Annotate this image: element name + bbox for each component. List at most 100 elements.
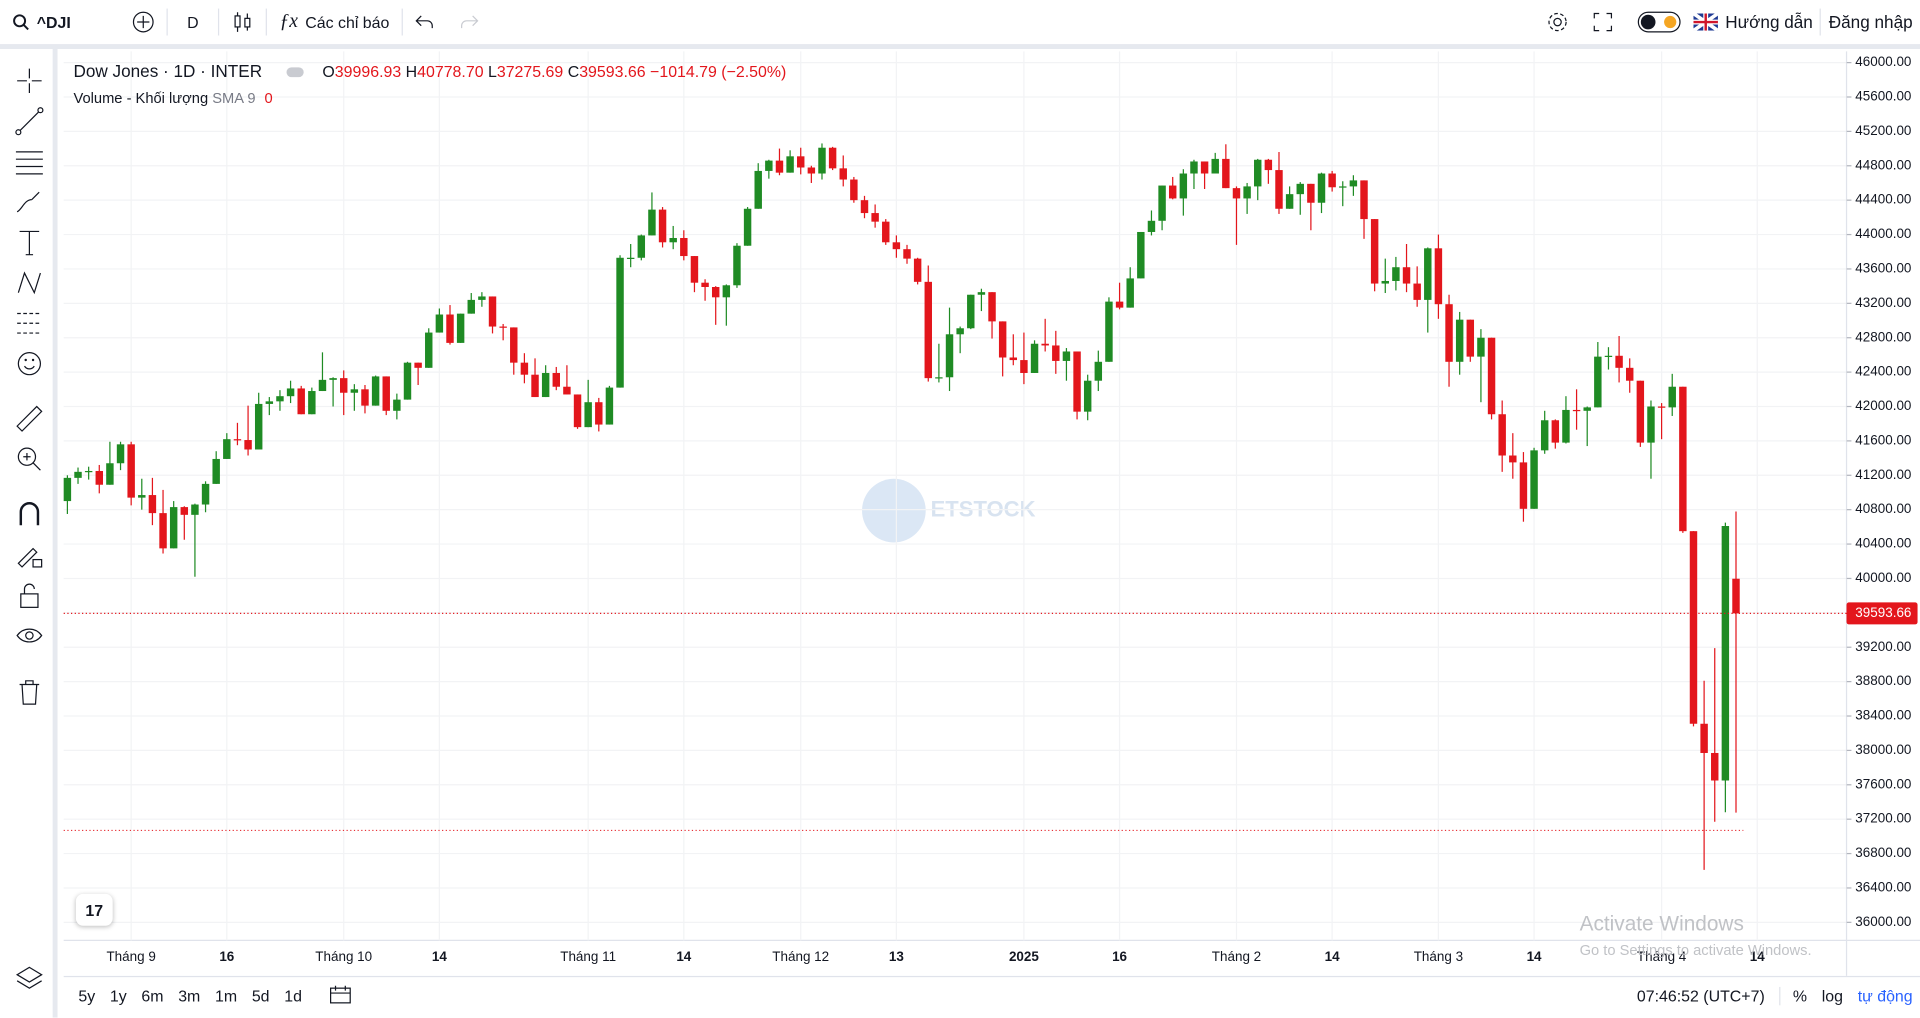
y-tick-label: 39200.00 xyxy=(1855,639,1911,654)
x-tick-label: Tháng 4 xyxy=(1637,949,1687,964)
candle-body xyxy=(1009,357,1018,361)
candle-body xyxy=(254,403,263,450)
candle-body xyxy=(63,477,72,502)
candle-body xyxy=(1679,386,1687,532)
candle-body xyxy=(371,376,380,406)
candle-body xyxy=(488,296,497,327)
fib-tool[interactable] xyxy=(15,147,44,176)
candle-body xyxy=(605,387,614,425)
candle-body xyxy=(520,362,529,375)
range-button[interactable]: 1m xyxy=(215,986,238,1006)
crosshair-tool[interactable] xyxy=(15,66,44,95)
range-button[interactable]: 5y xyxy=(78,986,96,1006)
legend-toggle[interactable] xyxy=(286,67,304,78)
legend-h: H xyxy=(405,62,418,81)
range-button[interactable]: 6m xyxy=(141,986,164,1006)
delete-tool[interactable] xyxy=(15,677,44,706)
theme-toggle[interactable] xyxy=(1637,11,1681,33)
candle-body xyxy=(977,292,986,295)
range-button[interactable]: 1y xyxy=(109,986,127,1006)
candle-body xyxy=(1562,409,1570,443)
candle-body xyxy=(244,440,252,450)
candle-body xyxy=(393,399,401,411)
redo[interactable] xyxy=(459,13,479,30)
range-button[interactable]: 5d xyxy=(251,986,270,1006)
candle-body xyxy=(860,200,869,214)
date-range-button[interactable] xyxy=(329,984,351,1007)
indicators-button[interactable]: ƒx Các chỉ báo xyxy=(279,11,389,33)
candle-body xyxy=(212,458,220,484)
candle-body xyxy=(95,470,103,485)
interval[interactable]: D xyxy=(187,12,199,32)
legend-c: C xyxy=(567,62,580,81)
candle-body xyxy=(1477,337,1485,357)
magnet-tool[interactable] xyxy=(15,500,44,529)
ohlc-legend: Dow Jones · 1D · INTER O39996.93 H40778.… xyxy=(73,61,786,81)
y-tick-label: 45600.00 xyxy=(1855,89,1911,104)
separator xyxy=(1820,8,1822,36)
symbol-search[interactable]: ^DJI xyxy=(12,13,71,31)
candle-body xyxy=(159,513,167,549)
zoom-tool[interactable] xyxy=(15,444,44,473)
price-label-box xyxy=(1846,602,1918,625)
tv-logo[interactable]: 17 xyxy=(75,893,113,926)
candle-body xyxy=(1647,406,1655,443)
ruler-tool[interactable] xyxy=(15,404,44,433)
auto-button[interactable]: tự động xyxy=(1857,986,1913,1006)
text-tool[interactable] xyxy=(15,228,44,257)
candle-body xyxy=(467,299,475,314)
symbol: ^DJI xyxy=(36,12,71,32)
y-tick-label: 44000.00 xyxy=(1855,226,1911,241)
fx-icon: ƒx xyxy=(279,11,298,32)
legend-o: O xyxy=(322,62,335,81)
layers-tool[interactable] xyxy=(15,964,44,993)
candle-body xyxy=(743,208,752,246)
candle-body xyxy=(956,328,964,335)
undo[interactable] xyxy=(415,13,435,30)
y-tick-label: 36800.00 xyxy=(1855,845,1911,860)
candle-body xyxy=(807,167,816,174)
candle-body xyxy=(733,245,741,286)
brush-tool[interactable] xyxy=(15,187,44,216)
candle-body xyxy=(1721,526,1730,781)
candle-body xyxy=(711,286,720,298)
search-icon xyxy=(13,14,29,31)
y-tick-label: 44400.00 xyxy=(1855,192,1911,207)
settings[interactable] xyxy=(1547,11,1569,33)
lock-tool[interactable] xyxy=(15,580,44,609)
x-tick-label: 14 xyxy=(1527,949,1542,964)
add-symbol[interactable] xyxy=(132,11,154,33)
candle-body xyxy=(1264,159,1273,171)
percent-button[interactable]: % xyxy=(1779,986,1807,1006)
log-button[interactable]: log xyxy=(1821,986,1844,1006)
fullscreen[interactable] xyxy=(1593,12,1613,32)
candle-body xyxy=(1317,173,1326,203)
login[interactable]: Đăng nhập xyxy=(1828,12,1913,32)
legend-l: L xyxy=(487,62,497,81)
candle-body xyxy=(191,504,199,515)
candle-body xyxy=(1179,173,1188,199)
candle-body xyxy=(510,327,518,363)
volume-label: Volume - Khối lượng xyxy=(73,89,209,107)
y-tick-label: 37600.00 xyxy=(1855,776,1911,791)
guide[interactable]: Hướng dẫn xyxy=(1693,12,1813,32)
separator xyxy=(166,8,168,36)
chart-style[interactable] xyxy=(232,11,254,33)
prediction-tool[interactable] xyxy=(15,309,44,338)
range-button[interactable]: 1d xyxy=(284,986,302,1006)
pattern-tool[interactable] xyxy=(15,268,44,297)
trendline-tool[interactable] xyxy=(15,107,44,136)
x-tick-label: 14 xyxy=(1750,949,1765,964)
x-tick-label: 16 xyxy=(1112,949,1127,964)
legend-title: Dow Jones · 1D · INTER xyxy=(73,61,263,81)
candle-body xyxy=(669,237,677,243)
visibility-tool[interactable] xyxy=(15,621,44,650)
candle-body xyxy=(765,160,773,171)
y-tick-label: 46000.00 xyxy=(1855,54,1911,69)
lock-drawing-tool[interactable] xyxy=(15,540,44,569)
candle-body xyxy=(169,507,178,549)
range-button[interactable]: 3m xyxy=(178,986,201,1006)
candle-body xyxy=(340,378,348,393)
emoji-tool[interactable] xyxy=(15,349,44,378)
candle-body xyxy=(1455,319,1464,362)
